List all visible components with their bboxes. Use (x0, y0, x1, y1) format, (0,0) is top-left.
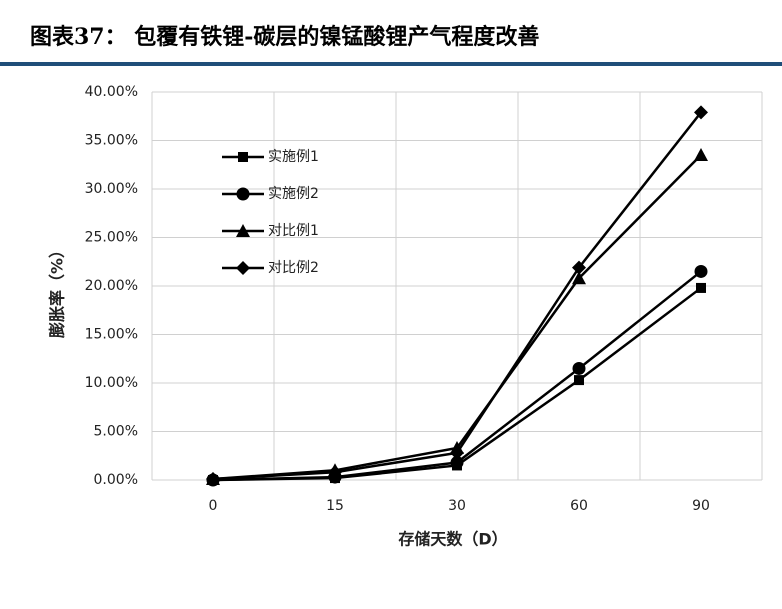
x-tick-label: 60 (570, 498, 588, 514)
y-tick-label: 0.00% (94, 472, 138, 488)
y-tick-label: 30.00% (85, 181, 138, 197)
page-title: 图表37： 包覆有铁锂-碳层的镍锰酸锂产气程度改善 (30, 24, 539, 50)
y-tick-label: 15.00% (85, 327, 138, 343)
marker (694, 148, 708, 162)
legend-label: 对比例1 (268, 223, 319, 239)
x-tick-label: 0 (209, 498, 218, 514)
marker (450, 456, 464, 470)
legend-label: 对比例2 (268, 260, 319, 276)
y-tick-label: 5.00% (94, 424, 138, 440)
legend-marker (236, 261, 250, 275)
marker (574, 375, 584, 386)
legend-label: 实施例2 (268, 186, 319, 202)
title-rule (0, 62, 782, 66)
marker (328, 465, 342, 480)
y-tick-label: 10.00% (85, 375, 138, 391)
marker (572, 271, 586, 285)
y-tick-label: 40.00% (85, 84, 138, 100)
legend-marker (236, 224, 250, 237)
x-tick-label: 30 (448, 498, 466, 514)
x-tick-label: 90 (692, 498, 710, 514)
legend-marker (238, 152, 248, 162)
x-axis-title: 存储天数（D） (398, 530, 507, 549)
marker (206, 472, 220, 487)
x-tick-label: 15 (326, 498, 344, 514)
legend-marker (236, 187, 250, 201)
series-line (212, 111, 702, 481)
y-tick-label: 35.00% (85, 133, 138, 149)
marker (694, 105, 708, 120)
y-axis-title: 膨胀率（%） (48, 242, 67, 338)
y-tick-label: 25.00% (85, 230, 138, 246)
marker (694, 264, 708, 278)
marker (572, 260, 586, 275)
marker (696, 282, 706, 293)
marker (450, 445, 464, 460)
legend-label: 实施例1 (268, 149, 319, 165)
y-tick-label: 20.00% (85, 278, 138, 294)
marker (572, 361, 586, 375)
